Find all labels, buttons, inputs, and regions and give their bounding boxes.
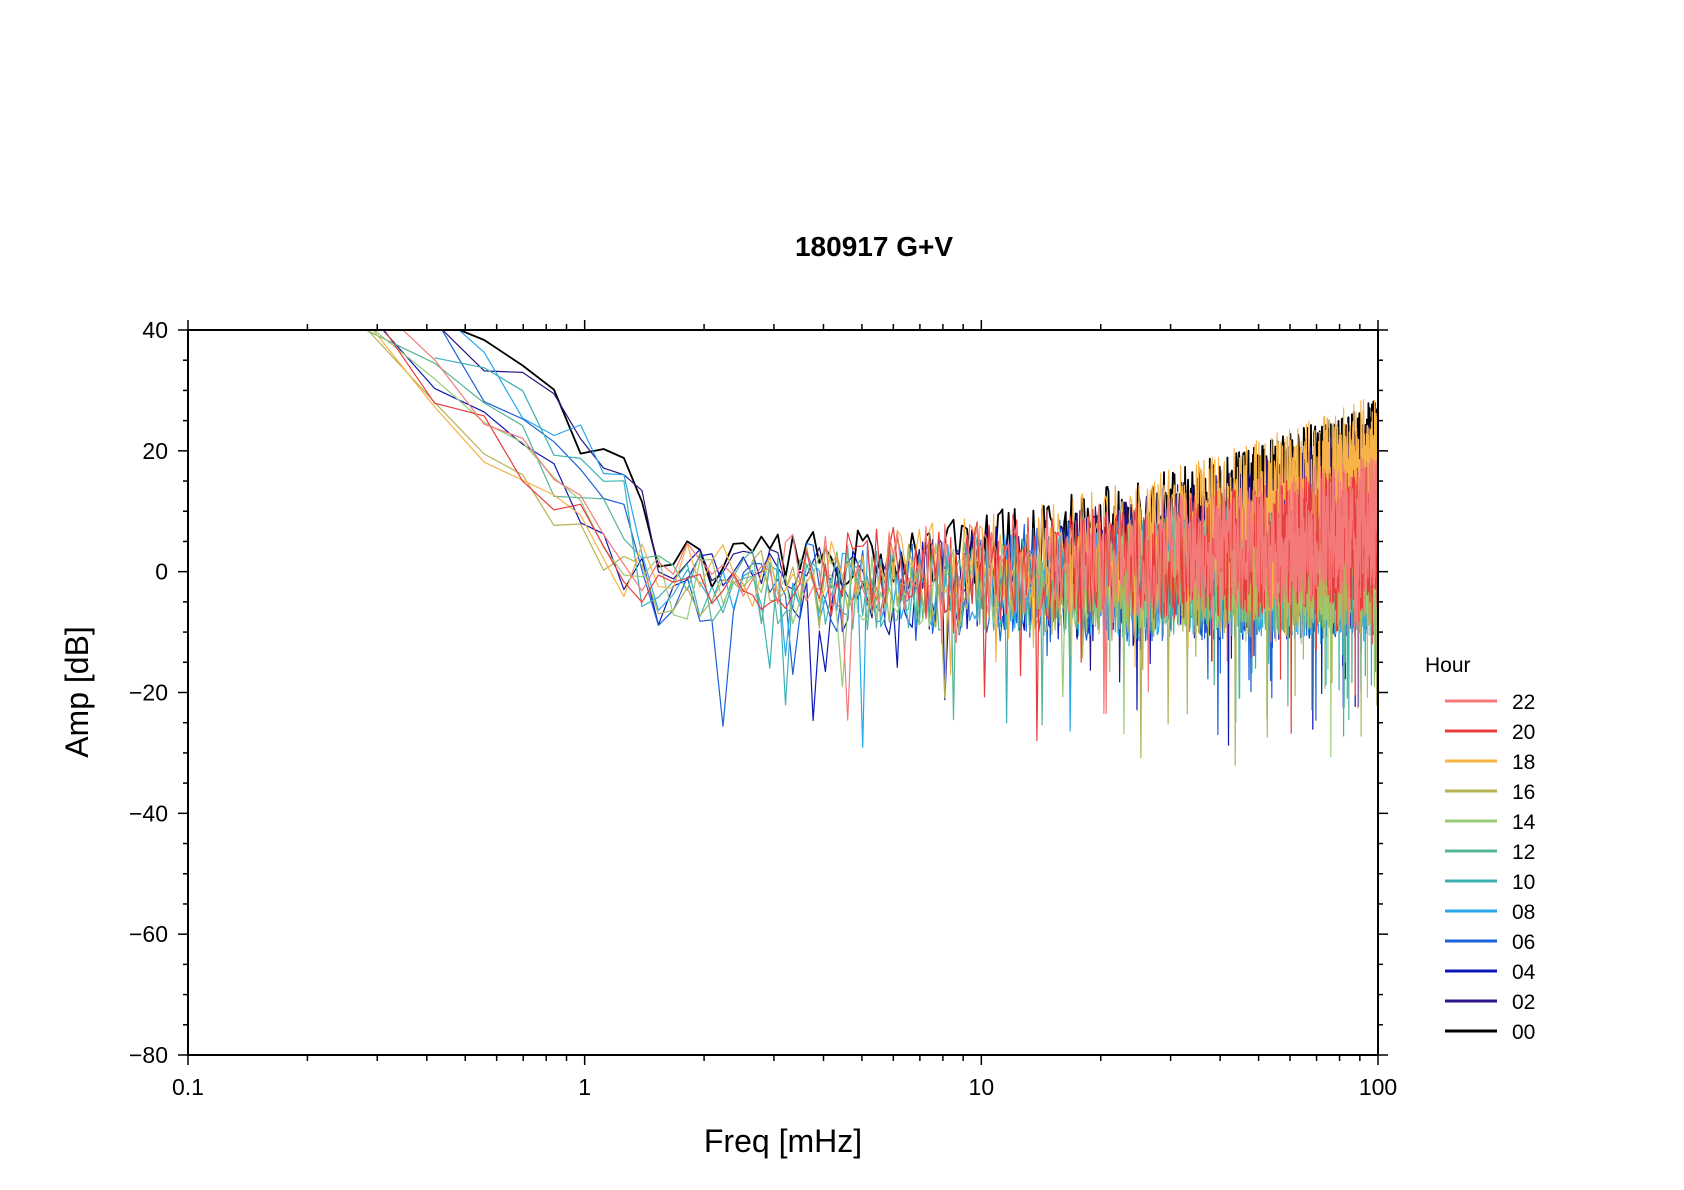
x-tick-label: 100 xyxy=(1359,1074,1397,1100)
legend-label-00: 00 xyxy=(1512,1021,1535,1044)
legend-label-12: 12 xyxy=(1512,841,1535,864)
series-line-22 xyxy=(401,330,1378,721)
y-axis: −80 −60 −40 −20 0 20 40 xyxy=(129,317,1388,1068)
legend: Hour 22 20 18 16 14 12 10 08 06 04 02 00 xyxy=(1425,654,1536,1044)
series-lines xyxy=(364,330,1378,766)
legend-label-02: 02 xyxy=(1512,991,1535,1014)
y-tick-label: −20 xyxy=(129,680,168,706)
plot-frame xyxy=(187,329,1379,1056)
x-axis-label: Freq [mHz] xyxy=(704,1123,862,1159)
y-tick-label: −80 xyxy=(129,1042,168,1068)
series-line-18 xyxy=(372,330,1378,676)
legend-label-04: 04 xyxy=(1512,961,1536,984)
x-tick-label: 1 xyxy=(578,1074,591,1100)
y-tick-label: 40 xyxy=(142,317,168,343)
legend-label-06: 06 xyxy=(1512,931,1535,954)
y-tick-label: −60 xyxy=(129,921,168,947)
x-axis: 0.1 1 10 100 xyxy=(172,320,1397,1100)
legend-label-10: 10 xyxy=(1512,871,1535,894)
legend-label-16: 16 xyxy=(1512,781,1535,804)
legend-label-08: 08 xyxy=(1512,901,1535,924)
x-tick-label: 10 xyxy=(969,1074,995,1100)
legend-label-18: 18 xyxy=(1512,751,1535,774)
chart-title: 180917 G+V xyxy=(795,231,953,262)
y-tick-label: −40 xyxy=(129,800,168,826)
y-tick-label: 0 xyxy=(155,559,168,585)
y-tick-label: 20 xyxy=(142,438,168,464)
x-tick-label: 0.1 xyxy=(172,1074,204,1100)
y-axis-label: Amp [dB] xyxy=(59,626,95,758)
legend-title: Hour xyxy=(1425,654,1471,677)
legend-label-20: 20 xyxy=(1512,721,1535,744)
legend-label-22: 22 xyxy=(1512,691,1535,714)
legend-label-14: 14 xyxy=(1512,811,1536,834)
